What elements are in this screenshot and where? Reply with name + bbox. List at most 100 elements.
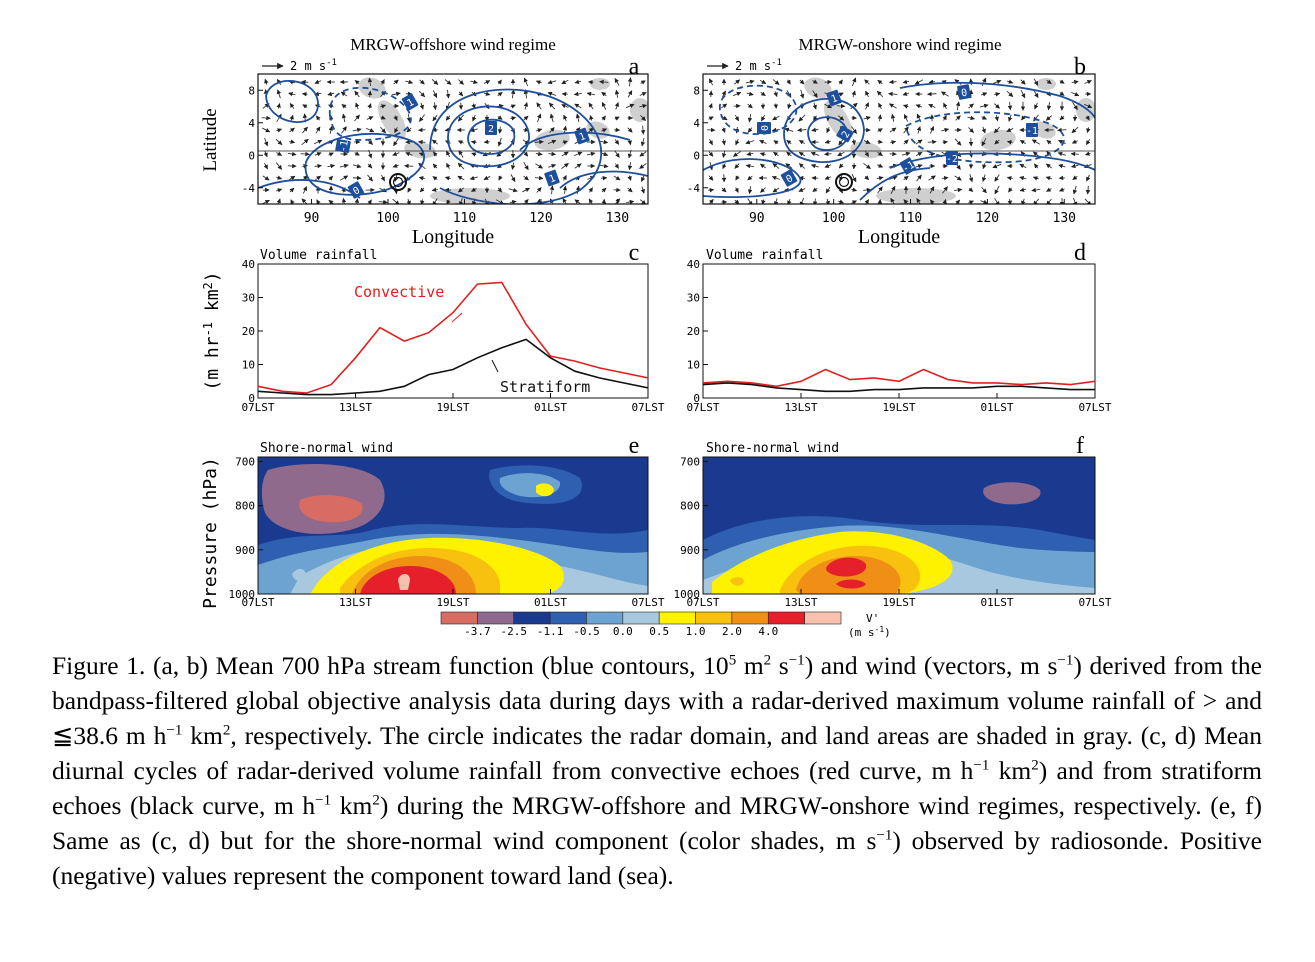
y-tick-label: 40 <box>242 258 255 271</box>
x-tick-label: 01LST <box>980 596 1013 609</box>
panel-b-streamfunction-contours <box>703 81 1095 201</box>
y-tick-label: 1000 <box>229 588 256 601</box>
lon-tick-label: 100 <box>376 211 399 226</box>
contour-label: -1 <box>338 139 351 153</box>
contour-label: 2 <box>840 129 853 140</box>
x-tick-label: 07LST <box>241 596 274 609</box>
panel-c-stratiform-label: Stratiform <box>500 378 590 396</box>
lon-tick-label: 110 <box>453 211 476 226</box>
x-tick-label: 07LST <box>1078 596 1111 609</box>
y-tick-label: 800 <box>235 500 255 513</box>
contour-label: 0 <box>351 185 362 198</box>
y-tick-label: 10 <box>687 359 700 372</box>
panel-e-heatmap <box>258 457 648 594</box>
panel-c: Volume rainfall c 40 30 20 10 0 07LST 13LST 19… <box>201 240 665 414</box>
panel-a-title: MRGW-offshore wind regime <box>350 35 556 54</box>
panel-a-radar-domain <box>389 173 407 191</box>
colorbar-tick-label: 0.5 <box>649 625 669 638</box>
panel-a-lat-ticks: 8 4 0 -4 <box>242 84 263 195</box>
contour-label: 0 <box>760 125 771 131</box>
contour-label: 1 <box>548 173 557 185</box>
colorbar-swatch <box>622 611 660 625</box>
y-tick-label: 900 <box>680 544 700 557</box>
contour-label: 0 <box>784 173 795 186</box>
x-tick-label: 19LST <box>436 401 469 414</box>
y-tick-label: 20 <box>687 325 700 338</box>
x-tick-label: 07LST <box>686 401 719 414</box>
panel-d-plot <box>702 368 1096 393</box>
contour-label: -2 <box>946 154 958 165</box>
panel-d-y-ticks: 40 30 20 10 0 <box>687 258 708 405</box>
lon-tick-label: 100 <box>822 211 845 226</box>
figure-1: MRGW-offshore wind regime a 2 m s-1 1 2 -1… <box>200 35 1112 639</box>
panel-a-lon-ticks: 90 100 110 120 130 <box>304 199 629 226</box>
colorbar-tick-label: -3.7 <box>464 625 491 638</box>
panel-a-longitude-label: Longitude <box>412 226 494 248</box>
y-tick-label: 20 <box>242 325 255 338</box>
lon-tick-label: 120 <box>976 211 999 226</box>
panel-b-letter: b <box>1074 54 1086 80</box>
x-tick-label: 19LST <box>882 401 915 414</box>
panel-b-lat-ticks: 8 4 0 -4 <box>687 84 708 195</box>
figure-caption: Figure 1. (a, b) Mean 700 hPa stream fun… <box>52 651 1263 890</box>
colorbar-tick-label: -2.5 <box>500 625 527 638</box>
contour-label: -1 <box>901 160 917 176</box>
panel-b-lon-ticks: 90 100 110 120 130 <box>749 199 1076 226</box>
panel-f: Shore-normal wind f 700 800 900 1000 07LST 1… <box>674 433 1112 609</box>
y-tick-label: 10 <box>242 359 255 372</box>
panel-c-ylabel: (m hr-1 km2) <box>201 271 223 390</box>
panel-a: MRGW-offshore wind regime a 2 m s-1 1 2 -1… <box>200 35 649 248</box>
lon-tick-label: 120 <box>529 211 552 226</box>
lat-tick-label: 4 <box>693 117 700 130</box>
panel-d-subtitle: Volume rainfall <box>706 248 823 263</box>
x-tick-label: 13LST <box>784 401 817 414</box>
panel-f-x-ticks: 07LST 13LST 19LST 01LST 07LST <box>686 589 1112 609</box>
x-tick-label: 07LST <box>631 401 664 414</box>
panel-f-subtitle: Shore-normal wind <box>706 441 839 456</box>
panel-e: Shore-normal wind e 700 800 900 1000 07LST 1… <box>200 433 665 609</box>
panel-e-y-ticks: 700 800 900 1000 <box>229 455 263 601</box>
panel-d-frame <box>702 263 1096 399</box>
y-tick-label: 1000 <box>674 588 701 601</box>
x-tick-label: 07LST <box>686 596 719 609</box>
x-tick-label: 13LST <box>339 401 372 414</box>
contour-label: 1 <box>830 93 839 105</box>
colorbar-tick-label: 2.0 <box>722 625 742 638</box>
x-tick-label: 19LST <box>882 596 915 609</box>
colorbar-swatch <box>767 611 805 625</box>
panel-c-plot <box>257 281 649 396</box>
contour-label: 1 <box>578 131 587 143</box>
x-tick-label: 07LST <box>631 596 664 609</box>
lon-tick-label: 90 <box>304 211 320 226</box>
lat-tick-label: 8 <box>693 84 700 97</box>
lat-tick-label: -4 <box>242 182 256 195</box>
panel-c-y-ticks: 40 30 20 10 0 <box>242 258 263 405</box>
colorbar-swatch <box>440 611 478 625</box>
colorbar: -3.7 -2.5 -1.1 -0.5 0.0 0.5 1.0 2.0 4.0 V' (m s-… <box>440 611 891 639</box>
x-tick-label: 01LST <box>534 401 567 414</box>
panel-d-letter: d <box>1074 240 1086 266</box>
contour-label: 0 <box>960 88 968 100</box>
colorbar-swatch <box>804 611 842 625</box>
colorbar-swatch <box>658 611 696 625</box>
panel-c-subtitle: Volume rainfall <box>260 248 377 263</box>
contour-label: -1 <box>1026 126 1038 137</box>
lat-tick-label: -4 <box>687 182 701 195</box>
x-tick-label: 13LST <box>784 596 817 609</box>
y-tick-label: 0 <box>248 392 255 405</box>
lon-tick-label: 130 <box>606 211 629 226</box>
panel-e-pressure-label: Pressure (hPa) <box>200 457 221 609</box>
y-tick-label: 700 <box>680 455 700 468</box>
y-tick-label: 800 <box>680 500 700 513</box>
panel-a-frame <box>257 73 649 205</box>
panel-f-letter: f <box>1076 433 1084 459</box>
panel-b-wind-vectors <box>707 77 1093 204</box>
panel-c-convective-label: Convective <box>354 283 444 301</box>
panel-b: MRGW-onshore wind regime b 2 m s-1 0120-… <box>687 35 1096 248</box>
panel-d-x-ticks: 07LST 13LST 19LST 01LST 07LST <box>686 393 1112 414</box>
panel-a-contour-labels: 1 2 -1 1 0 1 <box>335 93 590 199</box>
panel-f-heatmap <box>703 457 1095 594</box>
panel-e-letter: e <box>629 433 640 459</box>
colorbar-tick-label: -1.1 <box>537 625 564 638</box>
contour-label: 2 <box>488 124 494 135</box>
